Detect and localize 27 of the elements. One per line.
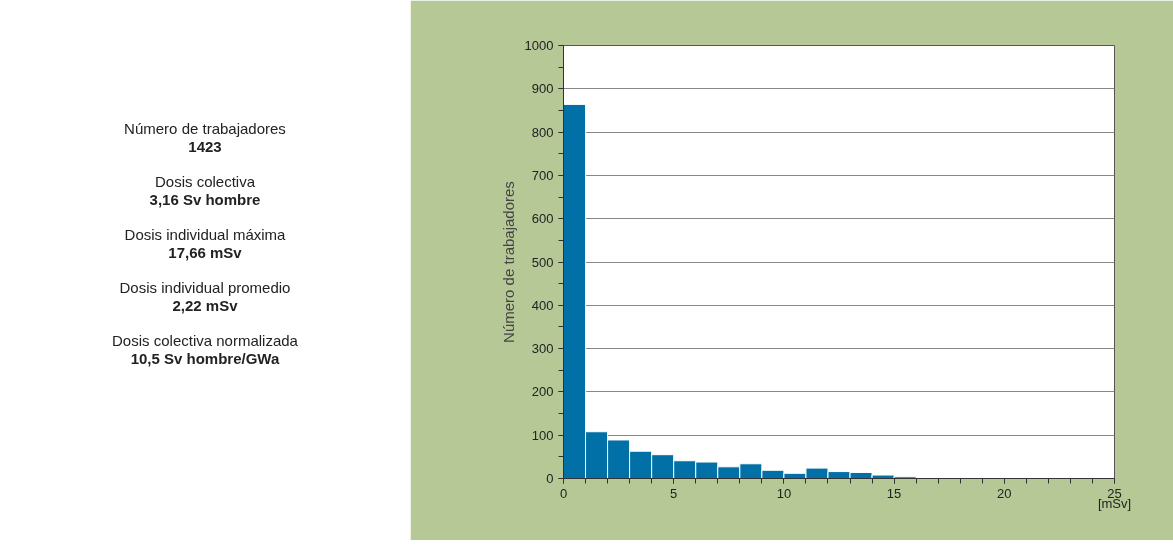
text: 17,66 mSv — [167, 244, 243, 262]
text: 1423 — [187, 138, 223, 156]
y-tick-label: 200 — [531, 384, 554, 400]
y-tick-label: 1000 — [524, 38, 554, 53]
text: Dosis individual máxima — [123, 226, 287, 244]
y-tick-label: 700 — [531, 167, 554, 183]
text: 10,5 Sv hombre/GWa — [129, 350, 281, 368]
y-tick-label: 500 — [531, 254, 554, 270]
x-tick-label: 5 — [670, 485, 678, 501]
text: 3,16 Sv hombre — [148, 191, 262, 209]
y-tick-label: 0 — [546, 471, 554, 486]
y-tick-label: 400 — [531, 297, 554, 313]
text: Dosis individual promedio — [118, 279, 292, 297]
text: Número de trabajadores — [123, 120, 287, 138]
x-tick-label: 15 — [886, 485, 902, 501]
text: 2,22 mSv — [171, 297, 239, 315]
y-tick-label: 900 — [531, 81, 554, 97]
x-tick-label: 10 — [776, 485, 792, 501]
y-tick-label: 100 — [531, 427, 554, 443]
y-tick-label: 800 — [531, 124, 554, 140]
x-tick-label: 20 — [997, 485, 1012, 501]
text: Dosis colectiva — [153, 173, 256, 191]
y-axis-title: Número de trabajadores — [499, 181, 517, 343]
text: Dosis colectiva normalizada — [111, 332, 299, 350]
y-tick-label: 300 — [531, 341, 554, 357]
y-tick-label: 600 — [531, 211, 554, 227]
x-tick-label: 0 — [559, 485, 568, 501]
